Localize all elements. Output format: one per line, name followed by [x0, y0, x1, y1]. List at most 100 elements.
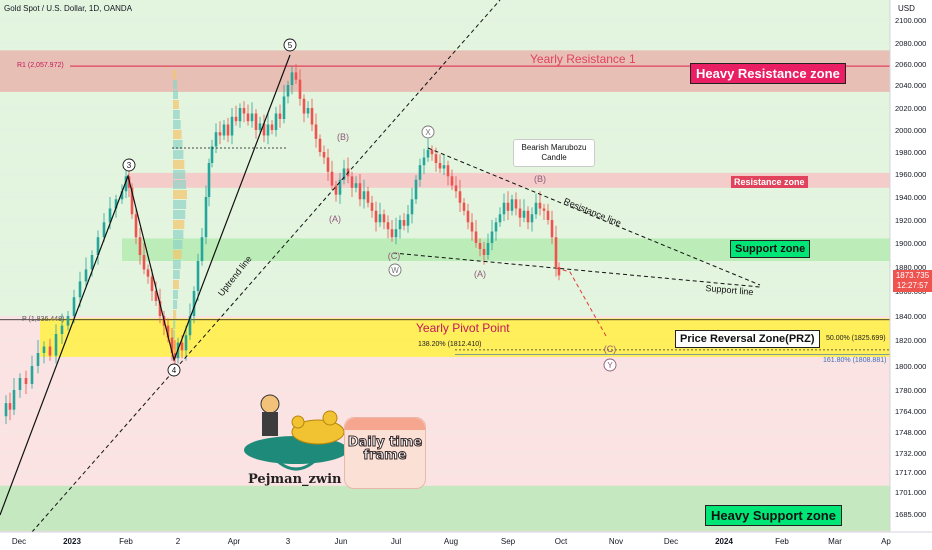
x-tick-label: 2023 [63, 537, 81, 546]
candle-body [458, 191, 462, 203]
wave-4-label: 4 [172, 366, 177, 375]
x-tick-label: 2 [176, 537, 181, 546]
candle-body [522, 210, 526, 218]
wave-b1-label: (B) [337, 132, 349, 142]
candle-body [192, 291, 196, 316]
candle-body [270, 124, 274, 130]
wave-4-label-circle [167, 363, 181, 377]
candle-body [350, 176, 354, 188]
volume-profile-bar [173, 190, 187, 199]
volume-profile-bar [173, 260, 181, 269]
volume-profile-bar [173, 250, 182, 259]
x-tick-label: Jul [391, 537, 401, 546]
r1-label: R1 (2,057.972) [17, 62, 64, 69]
candle-body [102, 222, 106, 238]
x-tick-label: 3 [286, 537, 291, 546]
pivot-label: P (1,836.448) [22, 316, 65, 323]
wave-w-label-circle [388, 263, 402, 277]
candle-body [462, 202, 466, 211]
candle-body [158, 301, 162, 316]
wave-5-label: 5 [288, 41, 293, 50]
volume-profile-bar [173, 240, 183, 249]
volume-profile-bar [173, 340, 175, 349]
wave-b2-label: (B) [534, 174, 546, 184]
candle-body [226, 124, 230, 136]
candle-body [18, 378, 22, 390]
y-tick-label: 1880.000 [895, 263, 926, 272]
candle-body [478, 243, 482, 249]
y-tick-label: 1820.000 [895, 336, 926, 345]
candle-body [138, 237, 142, 255]
volume-profile-bar [173, 320, 176, 329]
candle-body [498, 214, 502, 223]
y-tick-label: 2000.000 [895, 126, 926, 135]
author-logo [244, 394, 348, 471]
fib-50-label: 50.00% (1825.699) [826, 335, 886, 342]
candle-body [266, 124, 270, 136]
candle-body [538, 202, 542, 209]
candle-body [422, 157, 426, 166]
y-tick-label: 1980.000 [895, 148, 926, 157]
candle-body [310, 108, 314, 125]
candle-body [234, 116, 238, 122]
candle-body [474, 231, 478, 243]
wave-c2-label: (C) [604, 344, 617, 354]
fib-161-label: 161.80% (1808.881) [823, 357, 887, 364]
candle-body [486, 243, 490, 255]
candle-body [342, 168, 346, 180]
daily-badge-text: Daily time frame [347, 435, 423, 463]
candle-body [534, 202, 538, 215]
candle-body [150, 276, 154, 291]
candle-body [382, 214, 386, 223]
candle-body [542, 208, 546, 211]
y-tick-label: 1840.000 [895, 312, 926, 321]
wave-x-label-circle [421, 125, 435, 139]
x-tick-label: Apr [228, 537, 241, 546]
volume-profile-bar [173, 70, 177, 79]
daily-badge: Daily time frame [344, 417, 426, 489]
x-tick-label: Jun [335, 537, 348, 546]
candle-body [142, 255, 146, 270]
candle-body [286, 85, 290, 97]
volume-profile-bar [173, 230, 184, 239]
candle-body [546, 210, 550, 220]
candle-body [506, 202, 510, 211]
candle-body [96, 237, 100, 255]
volume-profile-bar [173, 140, 183, 149]
y-tick-label: 2060.000 [895, 60, 926, 69]
candle-body [130, 187, 134, 215]
candle-body [108, 208, 112, 223]
resistance-zone-label: Resistance zone [731, 176, 808, 188]
chart-title: Gold Spot / U.S. Dollar, 1D, OANDA [4, 4, 133, 13]
candle-body [338, 179, 342, 195]
candle-body [42, 346, 46, 353]
candle-body [250, 113, 254, 122]
candle-body [502, 202, 506, 215]
candle-body [438, 163, 442, 169]
candle-body [200, 237, 204, 261]
candle-body [354, 183, 358, 188]
candle-body [230, 116, 234, 136]
volume-profile-bar [173, 280, 179, 289]
candle-body [8, 403, 12, 410]
y-tick-label: 1717.000 [895, 468, 926, 477]
y-tick-label: 1748.000 [895, 428, 926, 437]
candle-body [278, 113, 282, 119]
candle-body [166, 325, 170, 338]
heavy-resistance-label: Heavy Resistance zone [690, 63, 846, 84]
candle-body [210, 146, 214, 163]
candle-body [557, 267, 561, 276]
candle-body [526, 210, 530, 223]
green-background [0, 0, 890, 316]
candle-body [188, 316, 192, 336]
candle-body [414, 179, 418, 200]
y-tick-label: 1960.000 [895, 170, 926, 179]
candle-body [207, 163, 211, 197]
candle-body [36, 353, 40, 366]
candle-body [378, 214, 382, 223]
candle-body [302, 98, 306, 114]
candle-body [114, 199, 118, 209]
candle-body [204, 197, 208, 238]
candle-body [282, 96, 286, 119]
